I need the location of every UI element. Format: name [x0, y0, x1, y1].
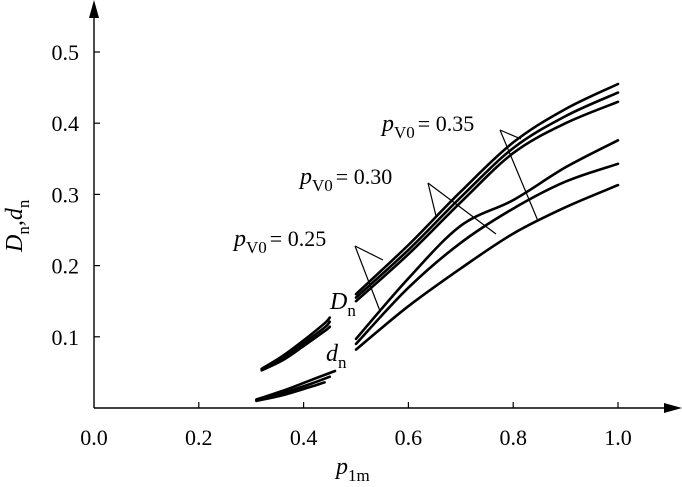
series-line-dn-pv0-0.35: [255, 369, 337, 401]
series-line-Dn-pv0-0.35: [260, 316, 332, 371]
y-tick-label: 0.5: [52, 40, 80, 65]
series-line-dn-pv0-0.30: [354, 162, 620, 346]
annotation-pv0-035: pV0 = 0.35: [380, 111, 474, 142]
y-tick-label: 0.1: [52, 325, 80, 350]
y-tick-label: 0.4: [52, 111, 80, 136]
annotation-leader-line: [354, 245, 381, 312]
annotation-leader-line: [427, 182, 437, 217]
x-axis-label: p1m: [334, 454, 370, 485]
y-tick-label: 0.2: [52, 254, 80, 279]
annotation-pv0-025: pV0 = 0.25: [232, 226, 326, 257]
series-line-Dn-pv0-0.25: [354, 100, 620, 303]
annotation-pv0-030: pV0 = 0.30: [298, 164, 392, 195]
series-line-Dn-pv0-0.30: [260, 320, 332, 371]
annotation-dn: dn: [326, 341, 347, 372]
annotation-leader-line: [427, 182, 497, 235]
y-axis-label: Dn,dn: [2, 199, 33, 253]
annotation-leader-line: [499, 129, 539, 222]
annotation-Dn: Dn: [329, 289, 356, 320]
x-tick-label: 0.2: [185, 425, 213, 450]
series-line-Dn-pv0-0.35: [354, 82, 620, 296]
x-tick-label: 0.4: [290, 425, 318, 450]
x-tick-label: 1.0: [604, 425, 632, 450]
y-ticks: 0.1 0.2 0.3 0.4 0.5: [52, 40, 100, 350]
annotation-leader-line: [354, 245, 384, 261]
leader-lines: [354, 129, 539, 312]
curves: [255, 82, 620, 403]
series-line-dn-pv0-0.25: [354, 183, 620, 351]
y-axis-arrow: [89, 0, 99, 18]
series-line-Dn-pv0-0.25: [260, 325, 332, 372]
series-line-dn-pv0-0.30: [255, 375, 332, 402]
series-line-Dn-pv0-0.30: [354, 91, 620, 299]
x-tick-label: 0.6: [395, 425, 423, 450]
series-line-dn-pv0-0.35: [354, 139, 620, 341]
annotation-leader-line: [499, 129, 522, 140]
x-axis-arrow: [664, 403, 682, 413]
y-tick-label: 0.3: [52, 182, 80, 207]
x-tick-label: 0.0: [80, 425, 108, 450]
x-tick-label: 0.8: [499, 425, 527, 450]
x-ticks: 0.0 0.2 0.4 0.6 0.8 1.0: [80, 402, 632, 450]
